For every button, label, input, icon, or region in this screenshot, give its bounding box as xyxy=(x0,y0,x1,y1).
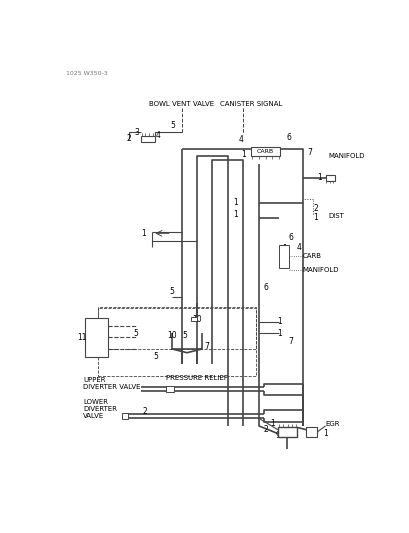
Text: 6: 6 xyxy=(288,233,293,241)
Text: EGR: EGR xyxy=(325,421,339,427)
Text: MANIFOLD: MANIFOLD xyxy=(327,154,364,159)
Bar xyxy=(279,245,288,268)
Bar xyxy=(166,386,173,392)
Text: 8: 8 xyxy=(309,429,314,438)
Bar xyxy=(250,147,279,156)
Text: 1: 1 xyxy=(316,173,321,182)
Text: 1: 1 xyxy=(276,318,281,326)
Text: 5: 5 xyxy=(169,287,174,296)
Text: 2: 2 xyxy=(142,408,147,416)
Text: 1: 1 xyxy=(323,429,327,438)
Text: 5: 5 xyxy=(182,330,187,340)
Text: LOWER
DIVERTER
VALVE: LOWER DIVERTER VALVE xyxy=(83,399,117,419)
Text: MANIFOLD: MANIFOLD xyxy=(302,268,338,273)
Bar xyxy=(121,413,128,419)
Bar xyxy=(140,135,154,142)
Text: 7: 7 xyxy=(203,342,208,351)
Bar xyxy=(98,308,256,376)
Text: 4: 4 xyxy=(238,135,243,144)
Text: 2: 2 xyxy=(312,204,317,213)
Text: 5: 5 xyxy=(153,352,158,361)
Text: 9: 9 xyxy=(275,431,280,440)
Text: 1: 1 xyxy=(312,213,317,222)
Text: 6: 6 xyxy=(263,283,268,292)
Text: CARB: CARB xyxy=(302,254,321,260)
Text: 1: 1 xyxy=(240,150,245,158)
Bar xyxy=(191,317,197,321)
Text: PRESSURE RELIEF: PRESSURE RELIEF xyxy=(166,375,227,381)
Text: UPPER
DIVERTER VALVE: UPPER DIVERTER VALVE xyxy=(83,377,140,390)
Bar xyxy=(84,318,108,357)
Text: 4: 4 xyxy=(296,243,300,252)
Text: 1: 1 xyxy=(276,329,281,338)
Text: 7: 7 xyxy=(307,148,312,157)
Text: 5: 5 xyxy=(133,329,137,338)
Text: 7: 7 xyxy=(288,337,293,346)
Text: 4: 4 xyxy=(290,431,295,440)
Text: BOWL VENT VALVE: BOWL VENT VALVE xyxy=(149,101,213,107)
Text: 1: 1 xyxy=(282,244,286,253)
Text: 1: 1 xyxy=(233,209,237,219)
Bar xyxy=(98,306,256,349)
Text: 5: 5 xyxy=(170,121,175,130)
Text: 6: 6 xyxy=(286,133,291,142)
Text: 10: 10 xyxy=(166,330,176,340)
Text: 11: 11 xyxy=(76,333,86,342)
Text: 3: 3 xyxy=(134,128,139,137)
Text: 4: 4 xyxy=(155,131,160,140)
Text: 1: 1 xyxy=(233,198,237,207)
Text: 2: 2 xyxy=(282,258,286,267)
Text: 2: 2 xyxy=(263,425,268,434)
Text: 10: 10 xyxy=(192,315,201,324)
Text: 1025 W350-3: 1025 W350-3 xyxy=(66,71,108,76)
Text: 1: 1 xyxy=(270,419,274,428)
Text: DIST: DIST xyxy=(327,213,343,220)
Text: CANISTER SIGNAL: CANISTER SIGNAL xyxy=(219,101,281,107)
Text: 1: 1 xyxy=(140,229,145,238)
Text: CARB: CARB xyxy=(256,149,274,154)
Text: 2: 2 xyxy=(127,134,131,143)
Bar xyxy=(277,427,297,437)
Bar xyxy=(306,427,317,437)
Bar xyxy=(325,175,334,181)
